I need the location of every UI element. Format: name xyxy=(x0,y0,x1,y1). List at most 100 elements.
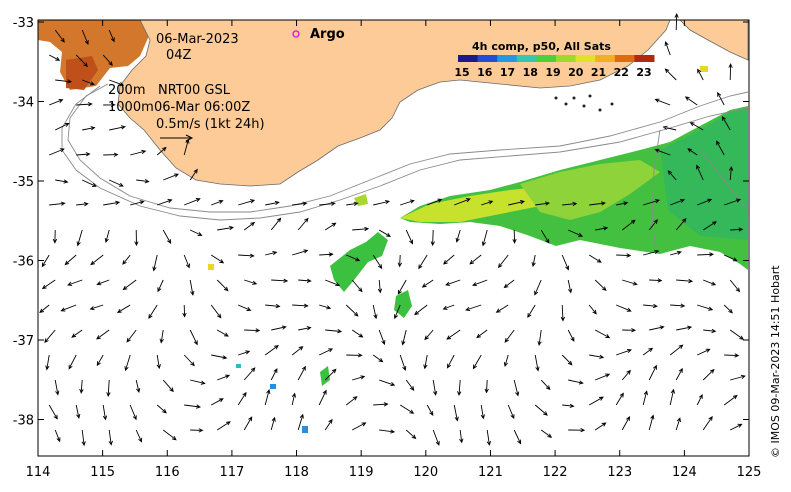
current-arrow-icon xyxy=(297,413,304,431)
current-arrow-icon xyxy=(540,379,551,391)
current-arrow-icon xyxy=(183,354,195,367)
current-arrow-icon xyxy=(540,429,553,438)
current-arrow-icon xyxy=(271,278,289,283)
x-tick-label: 114 xyxy=(26,465,51,480)
current-arrow-icon xyxy=(103,200,121,206)
colorbar-swatch xyxy=(556,55,577,62)
current-arrow-icon xyxy=(216,279,229,292)
current-arrow-icon xyxy=(238,253,255,258)
current-arrow-icon xyxy=(616,201,629,206)
current-arrow-icon xyxy=(75,404,81,419)
current-arrow-icon xyxy=(189,168,198,181)
current-arrow-icon xyxy=(351,329,364,338)
current-arrow-icon xyxy=(703,279,717,286)
current-arrow-icon xyxy=(455,229,461,243)
current-time-label: 06-Mar 06:00Z xyxy=(154,100,250,115)
colorbar-swatch xyxy=(536,55,557,62)
current-arrow-icon xyxy=(447,354,455,369)
current-arrow-icon xyxy=(697,68,704,81)
x-tick-label: 124 xyxy=(672,465,697,480)
current-arrow-icon xyxy=(537,329,542,347)
current-arrow-icon xyxy=(721,115,731,131)
current-arrow-icon xyxy=(561,354,573,366)
current-arrow-icon xyxy=(442,304,455,310)
current-arrow-icon xyxy=(156,146,167,156)
current-arrow-icon xyxy=(163,173,180,181)
current-arrow-icon xyxy=(513,379,520,397)
current-arrow-icon xyxy=(472,354,482,370)
current-arrow-icon xyxy=(702,415,713,431)
current-arrow-icon xyxy=(81,429,86,447)
current-arrow-icon xyxy=(217,374,231,381)
current-arrow-icon xyxy=(346,254,361,262)
current-arrow-icon xyxy=(129,404,137,421)
current-arrow-icon xyxy=(497,254,509,269)
current-arrow-icon xyxy=(244,328,261,333)
current-arrow-icon xyxy=(723,304,733,314)
current-arrow-icon xyxy=(723,394,738,406)
current-arrow-icon xyxy=(379,379,396,387)
current-arrow-icon xyxy=(190,379,206,385)
colorbar-swatch xyxy=(575,55,596,62)
current-arrow-icon xyxy=(157,279,164,293)
current-arrow-icon xyxy=(423,354,428,370)
current-arrow-icon xyxy=(271,325,287,331)
current-arrow-icon xyxy=(210,304,222,319)
current-arrow-icon xyxy=(189,329,198,346)
current-arrow-icon xyxy=(372,304,378,320)
current-arrow-icon xyxy=(109,179,124,187)
current-arrow-icon xyxy=(54,429,61,443)
current-arrow-icon xyxy=(54,379,60,396)
y-tick-label: -34 xyxy=(13,96,34,111)
current-arrow-icon xyxy=(561,254,570,271)
current-arrow-icon xyxy=(729,329,745,340)
current-arrow-icon xyxy=(588,396,604,406)
current-arrow-icon xyxy=(379,429,396,434)
current-arrow-icon xyxy=(55,179,69,184)
current-arrow-icon xyxy=(135,379,141,394)
current-arrow-icon xyxy=(135,429,143,443)
current-arrow-icon xyxy=(716,140,725,156)
current-arrow-icon xyxy=(589,201,606,206)
current-arrow-icon xyxy=(64,254,77,266)
scale-arrow-icon xyxy=(160,134,194,142)
current-arrow-icon xyxy=(531,254,536,268)
current-arrow-icon xyxy=(292,201,308,206)
current-arrow-icon xyxy=(81,29,89,45)
current-arrow-icon xyxy=(399,354,407,371)
current-arrow-icon xyxy=(424,329,434,341)
current-arrow-icon xyxy=(41,254,50,268)
current-arrow-icon xyxy=(39,304,50,314)
current-arrow-icon xyxy=(717,91,725,106)
current-arrow-icon xyxy=(378,229,391,238)
current-arrow-icon xyxy=(162,429,177,441)
y-tick-label: -36 xyxy=(13,255,34,270)
current-arrow-icon xyxy=(567,279,573,294)
current-arrow-icon xyxy=(697,198,713,206)
current-arrow-icon xyxy=(676,325,693,331)
current-arrow-icon xyxy=(244,279,258,285)
current-arrow-icon xyxy=(669,388,675,406)
current-arrow-icon xyxy=(184,404,202,409)
current-arrow-icon xyxy=(49,98,64,106)
current-arrow-icon xyxy=(76,102,93,107)
current-arrow-icon xyxy=(76,229,83,247)
current-arrow-icon xyxy=(504,329,515,343)
current-arrow-icon xyxy=(669,344,684,356)
current-arrow-icon xyxy=(109,79,125,87)
current-arrow-icon xyxy=(265,200,280,206)
current-arrow-icon xyxy=(298,278,312,283)
current-arrow-icon xyxy=(730,227,744,232)
current-arrow-icon xyxy=(89,304,104,311)
current-arrow-icon xyxy=(459,429,464,444)
current-arrow-icon xyxy=(427,198,443,206)
current-arrow-icon xyxy=(728,165,734,181)
current-arrow-icon xyxy=(595,226,609,231)
current-arrow-icon xyxy=(351,422,367,431)
current-arrow-icon xyxy=(588,304,597,315)
current-arrow-icon xyxy=(238,199,256,206)
current-arrow-icon xyxy=(729,423,743,431)
current-arrow-icon xyxy=(44,329,56,343)
current-arrow-icon xyxy=(159,329,164,344)
